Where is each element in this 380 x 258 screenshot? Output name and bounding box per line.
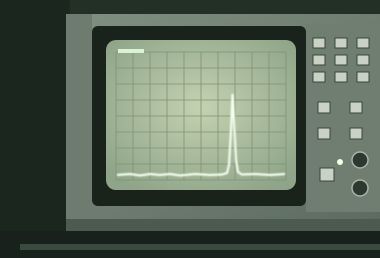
shelf-edge [20,244,380,250]
knob[interactable] [352,180,368,196]
panel-button[interactable] [313,38,325,48]
panel-button[interactable] [335,55,347,65]
panel-button[interactable] [320,168,334,181]
panel-button[interactable] [335,38,347,48]
panel-button[interactable] [318,102,330,113]
left-shadow [0,0,70,258]
panel-button[interactable] [313,72,325,82]
panel-button[interactable] [357,72,369,82]
chassis-base [66,219,380,231]
panel-button[interactable] [350,128,362,139]
knob[interactable] [352,152,368,168]
panel-button[interactable] [357,55,369,65]
panel-button[interactable] [350,102,362,113]
panel-button[interactable] [313,55,325,65]
screen-readout [118,49,144,53]
panel-button[interactable] [357,38,369,48]
panel-button[interactable] [318,128,330,139]
page [0,0,380,258]
panel-button[interactable] [335,72,347,82]
photo [0,0,380,258]
chassis-side [66,14,92,219]
control-panel [306,24,380,212]
indicator-light [337,159,343,165]
